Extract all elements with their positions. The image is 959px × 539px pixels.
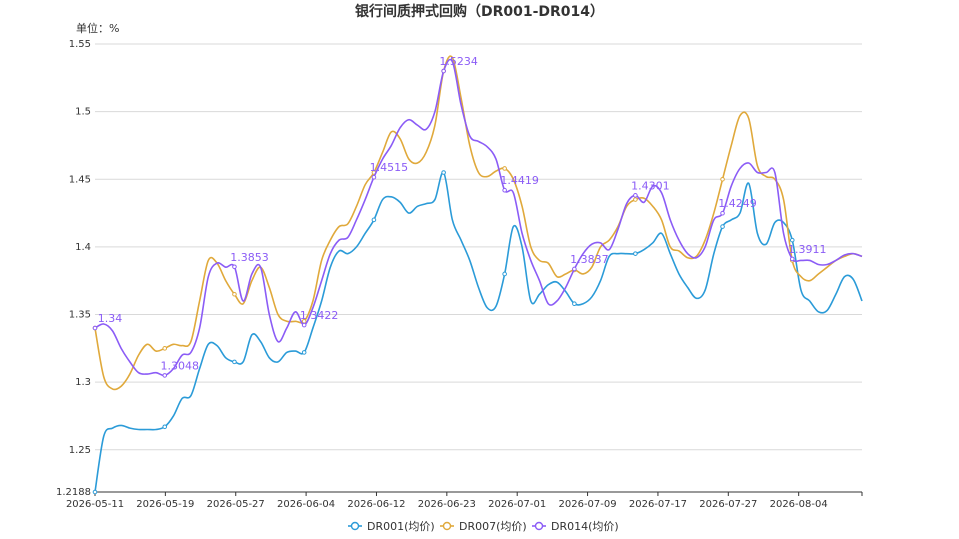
series-point <box>371 174 377 180</box>
data-label: 1.4249 <box>718 197 757 210</box>
legend-label: DR007(均价) <box>459 520 527 533</box>
series-point <box>502 271 507 277</box>
series-point <box>502 166 507 171</box>
data-label: 1.3422 <box>300 309 339 322</box>
y-tick-label: 1.3 <box>75 377 91 388</box>
legend-item-3[interactable]: DR014(均价) <box>532 520 619 533</box>
series-point <box>92 325 98 331</box>
x-tick-label: 2026-06-23 <box>418 499 476 510</box>
data-label: 1.4515 <box>370 161 409 174</box>
data-label: 1.3837 <box>570 253 609 266</box>
series-point <box>633 251 638 256</box>
x-tick-label: 2026-05-19 <box>136 499 194 510</box>
series-point <box>301 350 307 355</box>
y-tick-label: 1.25 <box>69 445 91 456</box>
legend-marker <box>534 521 544 531</box>
x-tick-label: 2026-05-11 <box>66 499 124 510</box>
series-point <box>720 210 725 216</box>
series-point <box>92 489 98 495</box>
legend-marker <box>442 521 452 531</box>
legend-label: DR001(均价) <box>367 520 435 533</box>
series-lines <box>92 55 863 495</box>
data-label: 1.3853 <box>230 251 269 264</box>
x-tick-label: 2026-07-17 <box>629 499 687 510</box>
grid-lines <box>95 43 862 493</box>
data-label: 1.3911 <box>788 243 827 256</box>
series-point <box>441 170 446 175</box>
series-point <box>572 266 577 272</box>
legend-label: DR014(均价) <box>551 520 619 533</box>
y-tick-label: 1.2188 <box>56 487 91 498</box>
series-line-1 <box>94 171 863 493</box>
series-point <box>502 187 507 193</box>
series-point <box>789 237 795 243</box>
series-point <box>301 322 307 328</box>
series-point <box>162 373 168 378</box>
series-point <box>371 217 377 223</box>
series-point <box>720 176 725 182</box>
series-line-3 <box>94 58 863 377</box>
data-label: 1.4419 <box>500 174 539 187</box>
series-point <box>232 264 237 270</box>
series-point <box>572 301 577 307</box>
series-point <box>232 359 237 365</box>
data-labels: 1.34 1.3048 1.3853 1.3422 1.4515 1.5234 1.4419… <box>98 55 827 372</box>
data-label: 1.3048 <box>160 359 199 372</box>
series-line-2 <box>94 55 863 391</box>
series-point <box>232 291 237 297</box>
x-tick-label: 2026-08-04 <box>770 499 828 510</box>
legend[interactable]: DR001(均价) DR007(均价) DR014(均价) <box>348 520 619 533</box>
data-label: 1.34 <box>98 312 123 325</box>
axes: 1.2188 1.25 1.3 1.35 1.4 1.45 1.5 1.55 2026-05-1… <box>56 39 863 510</box>
x-tick-label: 2026-07-27 <box>699 499 757 510</box>
y-tick-label: 1.55 <box>69 39 91 50</box>
series-point <box>162 424 168 430</box>
x-tick-label: 2026-07-01 <box>488 499 546 510</box>
series-point <box>633 193 638 198</box>
legend-item-2[interactable]: DR007(均价) <box>440 520 527 533</box>
x-tick-label: 2026-07-09 <box>559 499 617 510</box>
x-tick-label: 2026-06-12 <box>347 499 405 510</box>
series-point <box>720 224 725 229</box>
x-tick-label: 2026-06-04 <box>277 499 335 510</box>
data-label: 1.4301 <box>631 179 670 192</box>
series-point <box>789 256 795 262</box>
series-point <box>441 68 446 74</box>
series-point <box>633 197 638 202</box>
y-tick-label: 1.45 <box>69 174 91 185</box>
y-tick-label: 1.5 <box>75 107 91 118</box>
chart-title: 银行间质押式回购（DR001-DR014） <box>355 3 604 20</box>
x-tick-label: 2026-05-27 <box>207 499 265 510</box>
y-tick-label: 1.35 <box>69 310 91 321</box>
legend-item-1[interactable]: DR001(均价) <box>348 520 435 533</box>
series-point <box>162 346 168 351</box>
unit-label: 单位：% <box>76 21 119 35</box>
legend-marker <box>350 521 360 531</box>
y-tick-label: 1.4 <box>75 242 91 253</box>
data-label: 1.5234 <box>439 55 478 68</box>
